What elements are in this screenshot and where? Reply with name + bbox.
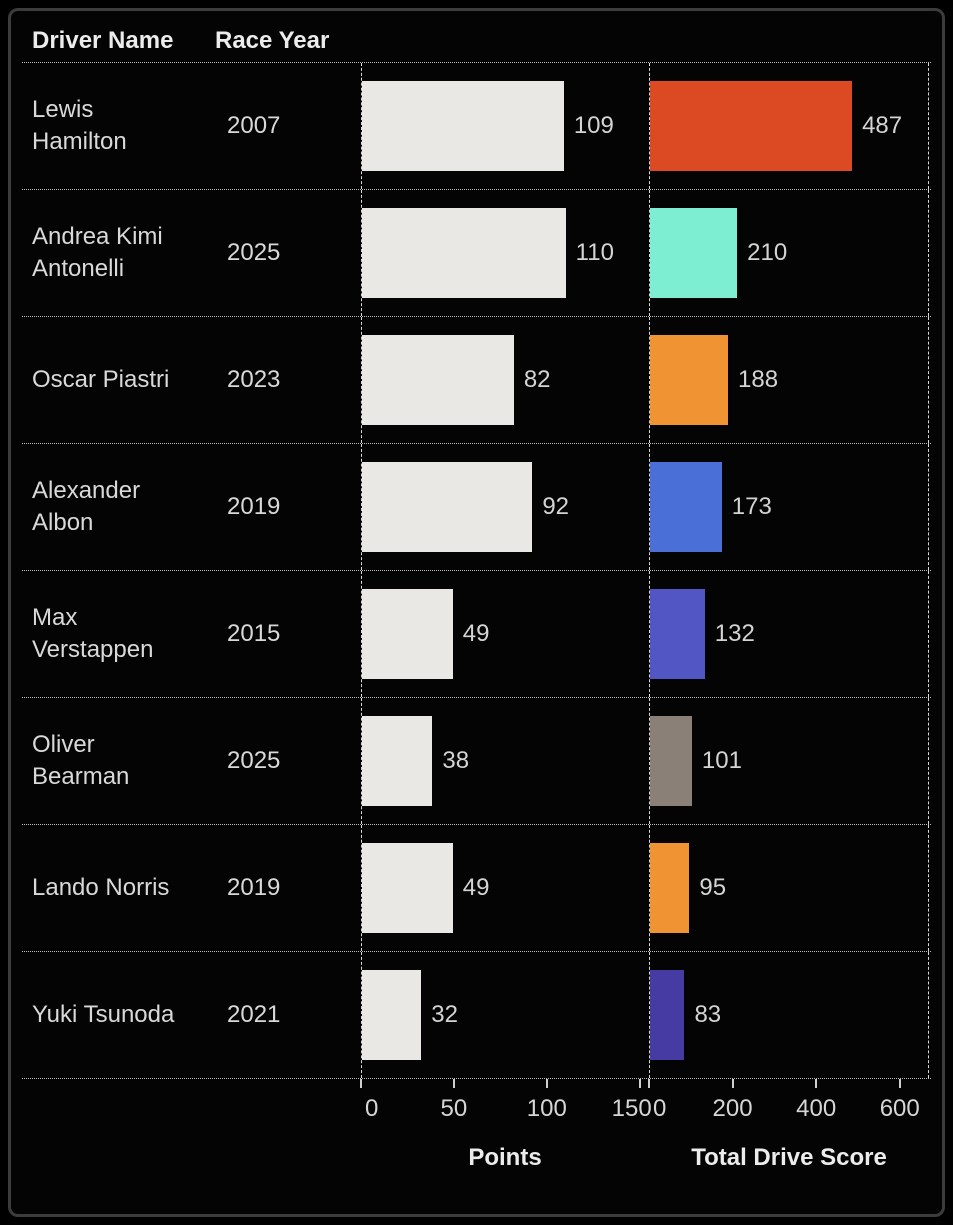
table-row: Lewis Hamilton 2007 109 487 — [22, 63, 931, 190]
table-row: Yuki Tsunoda 2021 32 83 — [22, 952, 931, 1079]
axis-tick — [898, 1079, 901, 1088]
points-value: 92 — [542, 493, 570, 520]
total-drive-score-value: 132 — [714, 620, 755, 647]
points-bar[interactable] — [362, 335, 514, 425]
axis-tick-label: 0 — [365, 1095, 379, 1122]
total-drive-score-bar[interactable] — [650, 335, 728, 425]
axis-tick — [638, 1079, 641, 1088]
driver-name: Alexander Albon — [32, 476, 141, 536]
chart-panel: Driver Name Race Year Lewis Hamilton 2007… — [8, 8, 945, 1217]
axis-tick-label: 200 — [712, 1095, 753, 1122]
axis-tick — [545, 1079, 548, 1088]
driver-name: Max Verstappen — [32, 603, 154, 663]
axis-tick-label: 150 — [611, 1095, 652, 1122]
total-drive-score-bar[interactable] — [650, 970, 685, 1060]
driver-name: Andrea Kimi Antonelli — [32, 222, 163, 282]
points-bar[interactable] — [362, 716, 433, 806]
race-year: 2021 — [227, 1000, 281, 1028]
table-row: Alexander Albon 2019 92 173 — [22, 444, 931, 571]
points-value: 49 — [462, 620, 490, 647]
driver-name: Oliver Bearman — [32, 730, 130, 790]
points-value: 110 — [575, 239, 614, 266]
total-drive-score-value: 101 — [701, 747, 742, 774]
total-drive-score-bar[interactable] — [650, 462, 722, 552]
column-header-row: Driver Name Race Year — [22, 19, 931, 63]
table-row: Max Verstappen 2015 49 132 — [22, 571, 931, 698]
table-row: Lando Norris 2019 49 95 — [22, 825, 931, 952]
total-drive-score-value: 188 — [738, 366, 779, 393]
axis-tick — [815, 1079, 818, 1088]
driver-name: Oscar Piastri — [32, 365, 170, 393]
points-bar[interactable] — [362, 970, 422, 1060]
race-year: 2025 — [227, 746, 281, 774]
column-header-driver-name[interactable]: Driver Name — [32, 26, 174, 54]
race-year: 2015 — [227, 619, 281, 647]
driver-name: Yuki Tsunoda — [32, 1000, 175, 1028]
points-value: 82 — [523, 366, 551, 393]
points-value: 32 — [431, 1001, 458, 1028]
total-drive-score-bar[interactable] — [650, 716, 692, 806]
axis-tick — [360, 1079, 362, 1088]
points-bar[interactable] — [362, 843, 453, 933]
axis-tick-label: 600 — [879, 1095, 920, 1122]
axis-tick — [452, 1079, 455, 1088]
total-drive-score-axis-title: Total Drive Score — [691, 1144, 887, 1171]
race-year: 2023 — [227, 365, 281, 393]
chart-rows: Lewis Hamilton 2007 109 487 Andrea Kimi Anto… — [22, 63, 931, 1079]
points-bar[interactable] — [362, 81, 564, 171]
total-drive-score-value: 487 — [862, 112, 903, 139]
race-year: 2025 — [227, 238, 281, 266]
axis-titles-row: Points Total Drive Score — [22, 1135, 931, 1181]
total-drive-score-value: 173 — [731, 493, 772, 520]
axis-row: 0 50 100 150 0 200 400 600 — [22, 1079, 931, 1135]
column-header-race-year[interactable]: Race Year — [215, 26, 330, 54]
table-row: Andrea Kimi Antonelli 2025 110 210 — [22, 190, 931, 317]
table-row: Oliver Bearman 2025 38 101 — [22, 698, 931, 825]
race-year: 2007 — [227, 111, 281, 139]
total-drive-score-bar[interactable] — [650, 208, 738, 298]
race-year: 2019 — [227, 492, 281, 520]
axis-tick — [731, 1079, 734, 1088]
total-drive-score-value: 95 — [699, 874, 727, 901]
axis-tick — [648, 1079, 650, 1088]
table-row: Oscar Piastri 2023 82 188 — [22, 317, 931, 444]
points-value: 109 — [573, 112, 614, 139]
points-value: 38 — [442, 747, 470, 774]
total-drive-score-value: 83 — [694, 1001, 722, 1028]
total-drive-score-axis: 0 200 400 600 — [648, 1079, 929, 1135]
axis-tick-label: 100 — [526, 1095, 567, 1122]
points-bar[interactable] — [362, 208, 566, 298]
total-drive-score-bar[interactable] — [650, 81, 853, 171]
axis-tick-label: 50 — [440, 1095, 468, 1122]
points-bar[interactable] — [362, 589, 453, 679]
points-axis-title: Points — [468, 1144, 542, 1171]
points-value: 49 — [462, 874, 490, 901]
driver-name: Lewis Hamilton — [32, 95, 127, 155]
total-drive-score-bar[interactable] — [650, 589, 705, 679]
driver-name: Lando Norris — [32, 873, 170, 901]
points-bar[interactable] — [362, 462, 533, 552]
total-drive-score-value: 210 — [747, 239, 788, 266]
axis-tick-label: 0 — [653, 1095, 667, 1122]
axis-tick-label: 400 — [796, 1095, 837, 1122]
points-axis: 0 50 100 150 — [360, 1079, 652, 1135]
race-year: 2019 — [227, 873, 281, 901]
total-drive-score-bar[interactable] — [650, 843, 690, 933]
